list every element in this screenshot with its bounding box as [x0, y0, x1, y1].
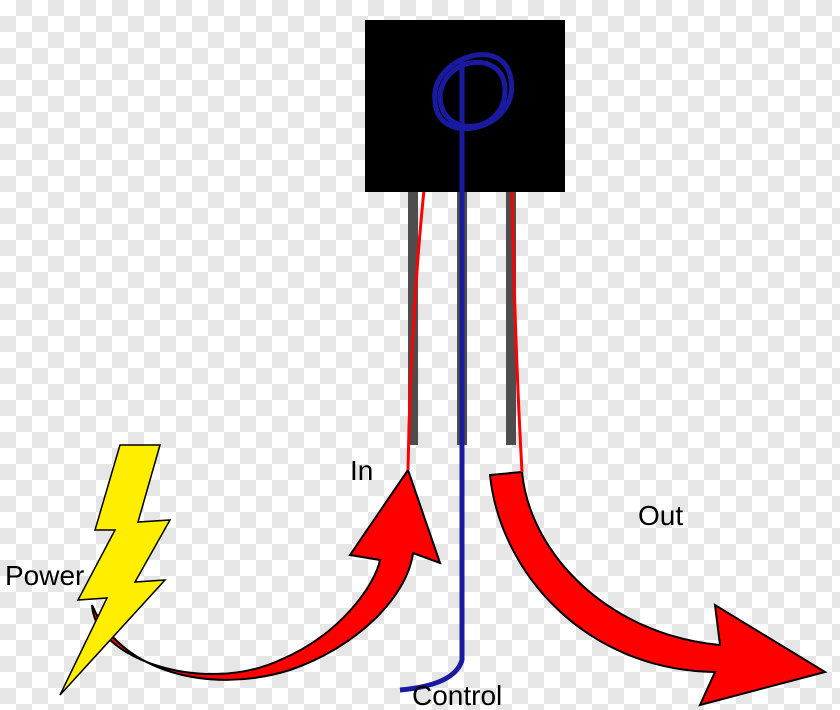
diagram-stage [0, 0, 840, 710]
transistor-body [365, 20, 565, 192]
label-out: Out [638, 500, 683, 532]
label-control: Control [412, 680, 502, 710]
label-power: Power [5, 560, 84, 592]
label-in: In [350, 455, 373, 487]
